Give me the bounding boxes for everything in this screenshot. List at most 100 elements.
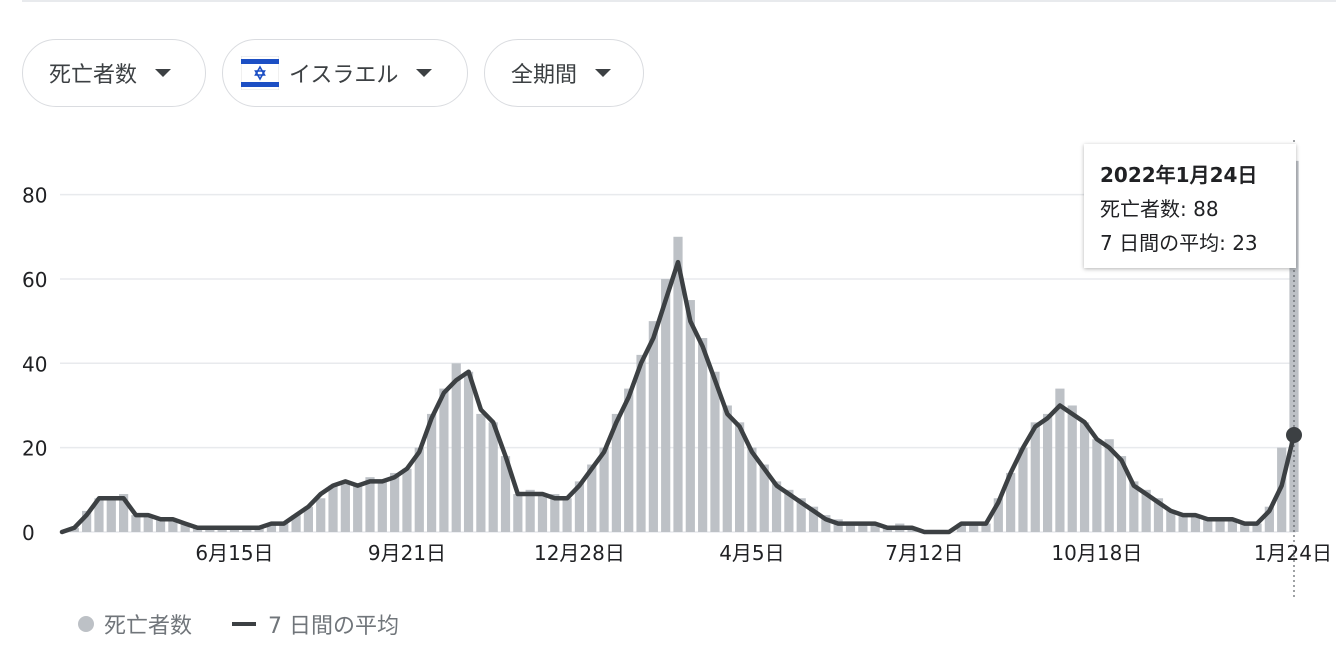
bar: [1215, 519, 1225, 532]
bar: [636, 354, 646, 532]
bar: [747, 447, 757, 532]
bar: [611, 413, 621, 532]
bar: [168, 519, 178, 532]
legend-line-swatch: [232, 622, 257, 626]
y-tick-label: 20: [22, 437, 47, 461]
bar: [735, 422, 745, 532]
bar: [476, 413, 486, 532]
bar: [291, 515, 301, 532]
bar: [1129, 481, 1139, 532]
bar: [451, 363, 461, 532]
bar: [870, 523, 880, 532]
bar: [1264, 506, 1274, 532]
bar: [353, 485, 363, 532]
metric-dropdown[interactable]: 死亡者数: [22, 39, 206, 107]
bar: [525, 489, 535, 532]
country-dropdown-label: イスラエル: [289, 63, 399, 88]
bar: [1153, 498, 1164, 532]
bar: [1203, 519, 1213, 532]
tooltip-average: 7 日間の平均: 23: [1100, 231, 1258, 255]
bar: [587, 464, 597, 532]
top-divider: [22, 0, 1336, 2]
bar: [562, 498, 572, 532]
y-tick-label: 40: [22, 352, 47, 376]
bar: [685, 300, 695, 532]
bar: [1190, 515, 1201, 532]
bar: [956, 523, 966, 532]
tooltip-average-value: 23: [1232, 231, 1258, 255]
bar: [969, 523, 979, 532]
bar: [599, 447, 609, 532]
bar: [1030, 422, 1040, 532]
bar: [180, 523, 190, 532]
bar: [1067, 405, 1077, 532]
highlight-point: [1286, 427, 1302, 443]
period-dropdown-label: 全期間: [511, 63, 578, 88]
legend-bars-label: 死亡者数: [104, 614, 193, 639]
bar: [488, 422, 498, 532]
period-dropdown[interactable]: 全期間: [484, 39, 644, 107]
bar: [155, 519, 166, 532]
bar: [1092, 439, 1102, 532]
chevron-down-icon: [595, 69, 612, 77]
bar: [513, 494, 523, 532]
bar: [1116, 456, 1127, 532]
chevron-down-icon: [155, 69, 172, 77]
country-dropdown[interactable]: イスラエル: [222, 39, 468, 107]
bar: [266, 523, 277, 532]
bar: [661, 278, 671, 532]
bar: [981, 523, 991, 532]
bar: [1104, 439, 1114, 532]
bar: [414, 447, 424, 532]
bar: [759, 464, 769, 532]
bar: [698, 338, 708, 532]
bar: [365, 477, 375, 532]
bar: [537, 494, 548, 532]
bar: [131, 515, 141, 532]
bar: [771, 481, 782, 532]
bar: [673, 236, 683, 533]
chart-line: [59, 259, 1297, 535]
bar: [1166, 510, 1176, 532]
x-tick-label: 7月12日: [885, 541, 963, 565]
tooltip-date: 2022年1月24日: [1100, 163, 1258, 187]
tooltip-deaths-label: 死亡者数: [1100, 197, 1180, 221]
chart-bars: [69, 160, 1299, 533]
bar: [808, 506, 819, 532]
x-tick-label: 1月24日: [1254, 541, 1332, 565]
bar: [1178, 515, 1188, 532]
legend-bars-swatch: [78, 616, 94, 632]
x-tick-label: 4月5日: [719, 541, 784, 565]
bar: [1055, 388, 1065, 532]
chevron-down-icon: [416, 69, 433, 77]
bar: [710, 371, 720, 532]
bar: [463, 371, 474, 532]
x-tick-label: 6月15日: [195, 541, 273, 565]
bar: [279, 523, 289, 532]
bar: [106, 498, 116, 532]
bar: [119, 494, 129, 532]
bar: [316, 498, 326, 532]
tooltip-deaths-value: 88: [1193, 197, 1219, 221]
israel-flag-icon: [241, 56, 279, 90]
bar: [94, 498, 104, 532]
deaths-chart[interactable]: 0 20 40 60 80 6月15日 9月21日 12月28日 4月5日 7月12日 10月18日…: [0, 130, 1336, 600]
metric-dropdown-label: 死亡者数: [49, 63, 138, 88]
bar: [402, 468, 412, 532]
legend-line-label: 7 日間の平均: [268, 614, 400, 639]
bar: [796, 498, 806, 532]
y-tick-label: 60: [22, 268, 47, 292]
bar: [500, 456, 511, 532]
bar: [1252, 523, 1262, 532]
bar: [427, 413, 437, 532]
bar: [143, 515, 153, 532]
bar: [858, 523, 868, 532]
bar: [550, 494, 560, 532]
bar: [1043, 413, 1053, 532]
chart-tooltip: 2022年1月24日 死亡者数: 88 7 日間の平均: 23: [1084, 144, 1296, 268]
bar: [574, 481, 585, 532]
y-tick-label: 0: [22, 521, 35, 545]
chart-axes: 0 20 40 60 80 6月15日 9月21日 12月28日 4月5日 7月12日 10月18日…: [22, 140, 1332, 598]
bar: [340, 481, 350, 532]
bar: [390, 472, 400, 532]
